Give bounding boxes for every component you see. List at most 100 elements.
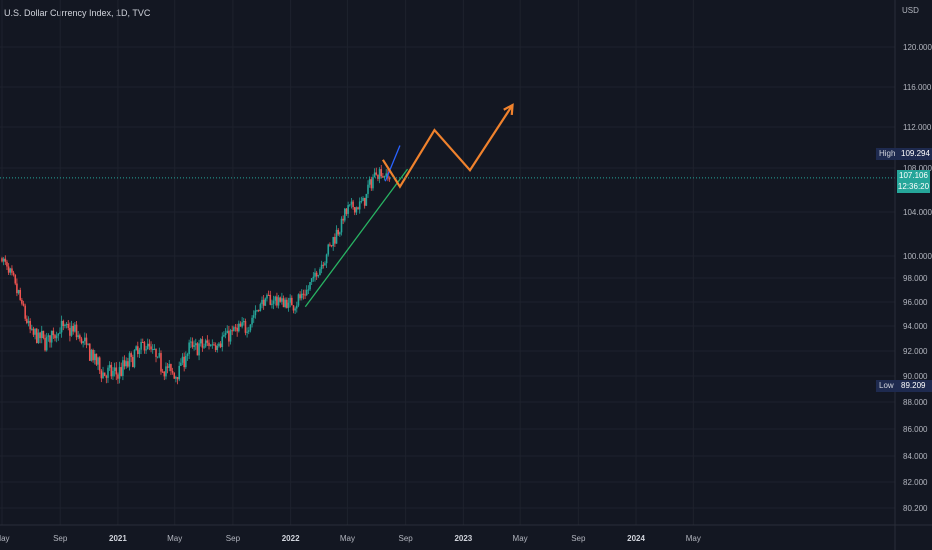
price-tick-label: 82.000	[903, 478, 928, 487]
candle-body	[355, 207, 358, 213]
candle-body	[156, 356, 159, 358]
candle-body	[348, 204, 351, 206]
candle-body	[211, 344, 214, 346]
candle-body	[352, 201, 354, 208]
candle-body	[327, 244, 330, 255]
candle-body	[150, 346, 152, 350]
candle-body	[208, 342, 210, 346]
price-tick-label: 112.000	[903, 123, 932, 132]
candle-body	[171, 370, 174, 373]
candle-body	[287, 302, 290, 308]
candle-body	[163, 371, 166, 377]
candle-body	[4, 258, 7, 262]
candle-body	[213, 344, 215, 346]
trendline[interactable]	[304, 168, 409, 308]
candle-body	[125, 361, 128, 367]
candle-body	[367, 184, 369, 194]
candle-body	[35, 328, 38, 344]
candle-body	[90, 349, 93, 361]
candle-body	[95, 353, 98, 365]
time-axis[interactable]: May Sep 2021 May Sep 2022 May Sep 2023 May Sep 2024…	[0, 534, 701, 543]
candle-body	[108, 364, 111, 368]
candle-body	[281, 298, 283, 302]
candle-body	[55, 335, 58, 339]
candle-body	[88, 343, 91, 361]
candle-body	[199, 339, 202, 344]
candle-body	[21, 299, 23, 304]
candle-body	[191, 341, 194, 347]
candle-body	[87, 343, 89, 345]
candle-body	[286, 299, 288, 308]
candle-body	[186, 354, 189, 356]
candle-body	[299, 294, 301, 299]
candle-body	[151, 348, 154, 350]
candle-body	[189, 341, 192, 343]
high-value: 109.294	[898, 148, 932, 160]
trendline[interactable]	[384, 145, 401, 182]
candle-body	[1, 258, 3, 262]
candle-body	[64, 324, 66, 327]
candle-body	[155, 348, 157, 357]
low-value: 89.209	[898, 380, 932, 392]
price-axis[interactable]: 80.200 82.000 84.000 86.000 88.000 90.000 92.0…	[903, 43, 932, 513]
time-tick-label: Sep	[226, 534, 241, 543]
candle-body	[203, 346, 205, 348]
candle-body	[31, 328, 33, 330]
candle-body	[274, 296, 277, 301]
candle-body	[388, 178, 391, 180]
candle-body	[137, 346, 139, 355]
candle-body	[39, 332, 41, 339]
time-tick-label: 2022	[282, 534, 300, 543]
candle-body	[282, 298, 285, 308]
projection-line[interactable]	[381, 104, 514, 189]
candle-body	[140, 341, 142, 350]
candle-body	[50, 330, 53, 343]
candle-body	[271, 303, 273, 305]
candle-body	[233, 327, 235, 332]
candle-body	[168, 364, 171, 368]
candle-body	[204, 340, 207, 347]
candle-body	[161, 371, 164, 373]
candle-body	[122, 360, 124, 376]
candle-body	[373, 172, 376, 178]
candle-body	[75, 324, 78, 338]
candle-body	[307, 289, 310, 291]
candle-body	[146, 343, 149, 350]
candle-body	[300, 293, 303, 299]
candle-body	[259, 304, 262, 311]
candle-body	[219, 343, 222, 348]
projection-path[interactable]	[381, 103, 514, 189]
candle-body	[344, 208, 346, 221]
price-tick-label: 100.000	[903, 252, 932, 261]
candle-body	[223, 334, 225, 337]
candle-body	[7, 266, 10, 273]
candle-body	[317, 275, 320, 277]
candle-body	[239, 323, 242, 327]
candle-body	[93, 353, 96, 361]
price-tick-label: 86.000	[903, 425, 928, 434]
candle-body	[256, 310, 258, 312]
candle-body	[279, 297, 282, 302]
candle-body	[330, 245, 333, 247]
candle-body	[148, 343, 151, 347]
candle-body	[383, 176, 386, 178]
candle-body	[206, 340, 209, 343]
candle-body	[234, 327, 237, 329]
candles	[1, 164, 391, 385]
candle-body	[84, 337, 86, 342]
candle-body	[59, 332, 61, 334]
candle-body	[54, 335, 56, 339]
time-tick-label: Sep	[571, 534, 586, 543]
candle-body	[304, 294, 306, 296]
candle-body	[85, 337, 88, 345]
candle-body	[340, 218, 343, 233]
price-tick-label: 116.000	[903, 83, 932, 92]
candle-body	[305, 290, 308, 296]
candle-body	[130, 353, 132, 357]
candle-body	[120, 367, 123, 376]
trendlines[interactable]	[304, 145, 409, 308]
price-tick-label: 104.000	[903, 208, 932, 217]
candle-body	[372, 177, 374, 189]
candle-body	[380, 169, 383, 177]
